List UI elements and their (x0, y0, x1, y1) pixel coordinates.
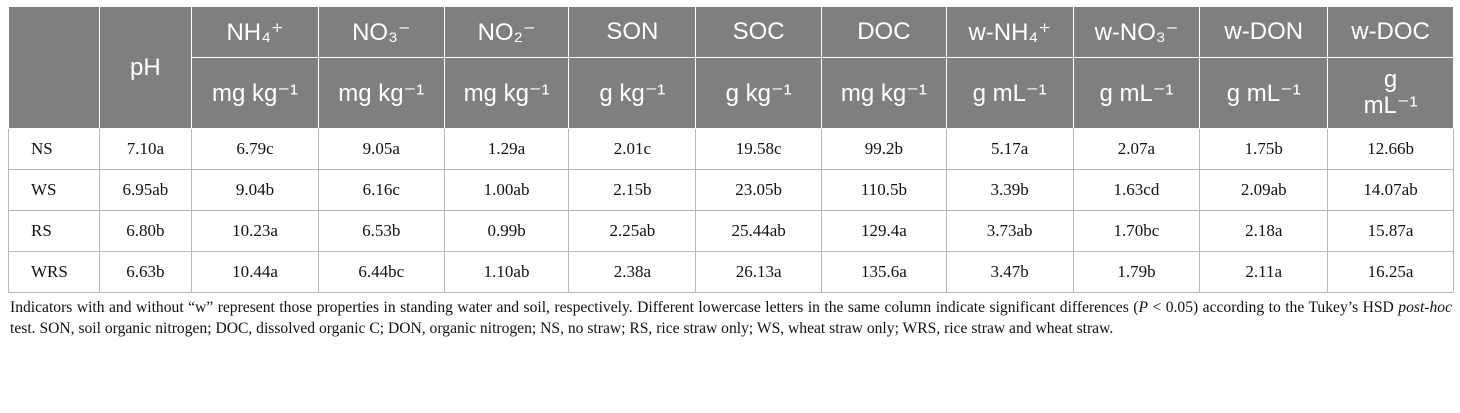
table-cell: 5.17a (945, 128, 1074, 170)
header-row-units: mg kg⁻¹ mg kg⁻¹ mg kg⁻¹ g kg⁻¹ g kg⁻¹ mg… (9, 57, 1454, 129)
table-row: WS 6.95ab 9.04b 6.16c 1.00ab 2.15b 23.05… (8, 169, 1454, 211)
footnote-p-symbol: P (1138, 299, 1148, 316)
header-name: NO₃⁻ (317, 6, 445, 58)
header-unit-wdoc-line1: g (1383, 66, 1398, 93)
header-unit: mg kg⁻¹ (191, 57, 319, 129)
header-row-names: pH NH₄⁺ NO₃⁻ NO₂⁻ SON SOC DOC w-NH₄⁺ w-N… (8, 6, 1454, 129)
header-unit: mg kg⁻¹ (821, 57, 947, 129)
table-cell: 26.13a (695, 251, 823, 293)
table-row: RS 6.80b 10.23a 6.53b 0.99b 2.25ab 25.44… (8, 210, 1454, 252)
table-cell: 19.58c (695, 128, 823, 170)
table-cell: 6.80b (98, 210, 193, 252)
table-cell: 3.39b (945, 169, 1074, 211)
footnote-part2: < 0.05) according to the Tukey’s HSD (1147, 299, 1399, 316)
header-ph: pH (98, 6, 193, 129)
table-cell: 1.00ab (443, 169, 570, 211)
data-table: pH NH₄⁺ NO₃⁻ NO₂⁻ SON SOC DOC w-NH₄⁺ w-N… (8, 6, 1454, 293)
table-cell: 6.63b (98, 251, 193, 293)
table-cell: 1.29a (443, 128, 570, 170)
table-cell: 12.66b (1327, 128, 1454, 170)
table-cell: 23.05b (695, 169, 823, 211)
header-unit: mg kg⁻¹ (317, 57, 445, 129)
header-corner (8, 6, 100, 129)
table-cell: 1.75b (1199, 128, 1329, 170)
table-cell: 1.70bc (1072, 210, 1201, 252)
header-name: DOC (821, 6, 947, 58)
table-cell: 6.44bc (317, 251, 445, 293)
header-name: w-DON (1199, 6, 1329, 58)
header-name: w-NO₃⁻ (1072, 6, 1201, 58)
table-cell: 1.63cd (1072, 169, 1201, 211)
header-name: w-DOC (1327, 6, 1454, 58)
header-unit: g mL⁻¹ (1072, 57, 1201, 129)
table-cell: 7.10a (98, 128, 193, 170)
table-cell: 10.23a (191, 210, 319, 252)
header-name: w-NH₄⁺ (945, 6, 1074, 58)
header-unit-wdoc-line2: mL⁻¹ (1363, 92, 1418, 119)
table-cell: 2.18a (1199, 210, 1329, 252)
table-cell: 6.95ab (98, 169, 193, 211)
table-cell: 2.01c (568, 128, 697, 170)
header-name: NH₄⁺ (191, 6, 319, 58)
header-unit: g kg⁻¹ (695, 57, 823, 129)
table-cell: 6.16c (317, 169, 445, 211)
table-cell: 129.4a (821, 210, 947, 252)
table-cell: 2.07a (1072, 128, 1201, 170)
table-footnote: Indicators with and without “w” represen… (8, 297, 1452, 339)
table-cell: 2.09ab (1199, 169, 1329, 211)
table-cell: 25.44ab (695, 210, 823, 252)
header-name: SON (568, 6, 697, 58)
footnote-part3: test. SON, soil organic nitrogen; DOC, d… (10, 320, 1114, 337)
row-label: WS (8, 169, 100, 211)
row-label: WRS (8, 251, 100, 293)
header-unit: g mL⁻¹ (945, 57, 1074, 129)
table-cell: 2.25ab (568, 210, 697, 252)
table-cell: 16.25a (1327, 251, 1454, 293)
table-cell: 0.99b (443, 210, 570, 252)
header-unit: g mL⁻¹ (1199, 57, 1329, 129)
table-cell: 6.53b (317, 210, 445, 252)
row-label: RS (8, 210, 100, 252)
header-unit: mg kg⁻¹ (443, 57, 570, 129)
table-cell: 15.87a (1327, 210, 1454, 252)
header-unit: g kg⁻¹ (568, 57, 697, 129)
table-row: NS 7.10a 6.79c 9.05a 1.29a 2.01c 19.58c … (8, 128, 1454, 170)
table-cell: 1.79b (1072, 251, 1201, 293)
table-cell: 2.15b (568, 169, 697, 211)
header-name: SOC (695, 6, 823, 58)
table-cell: 135.6a (821, 251, 947, 293)
header-unit-wdoc: g mL⁻¹ (1327, 57, 1454, 129)
table-container: pH NH₄⁺ NO₃⁻ NO₂⁻ SON SOC DOC w-NH₄⁺ w-N… (8, 6, 1454, 339)
footnote-posthoc: post-hoc (1398, 299, 1452, 316)
header-name: NO₂⁻ (443, 6, 570, 58)
footnote-part1: Indicators with and without “w” represen… (10, 299, 1139, 316)
table-cell: 99.2b (821, 128, 947, 170)
table-cell: 3.73ab (945, 210, 1074, 252)
table-cell: 2.38a (568, 251, 697, 293)
table-cell: 9.04b (191, 169, 319, 211)
table-cell: 6.79c (191, 128, 319, 170)
table-cell: 2.11a (1199, 251, 1329, 293)
row-label: NS (8, 128, 100, 170)
table-cell: 10.44a (191, 251, 319, 293)
table-cell: 14.07ab (1327, 169, 1454, 211)
table-cell: 3.47b (945, 251, 1074, 293)
table-cell: 110.5b (821, 169, 947, 211)
table-cell: 1.10ab (443, 251, 570, 293)
table-cell: 9.05a (317, 128, 445, 170)
table-row: WRS 6.63b 10.44a 6.44bc 1.10ab 2.38a 26.… (8, 251, 1454, 293)
